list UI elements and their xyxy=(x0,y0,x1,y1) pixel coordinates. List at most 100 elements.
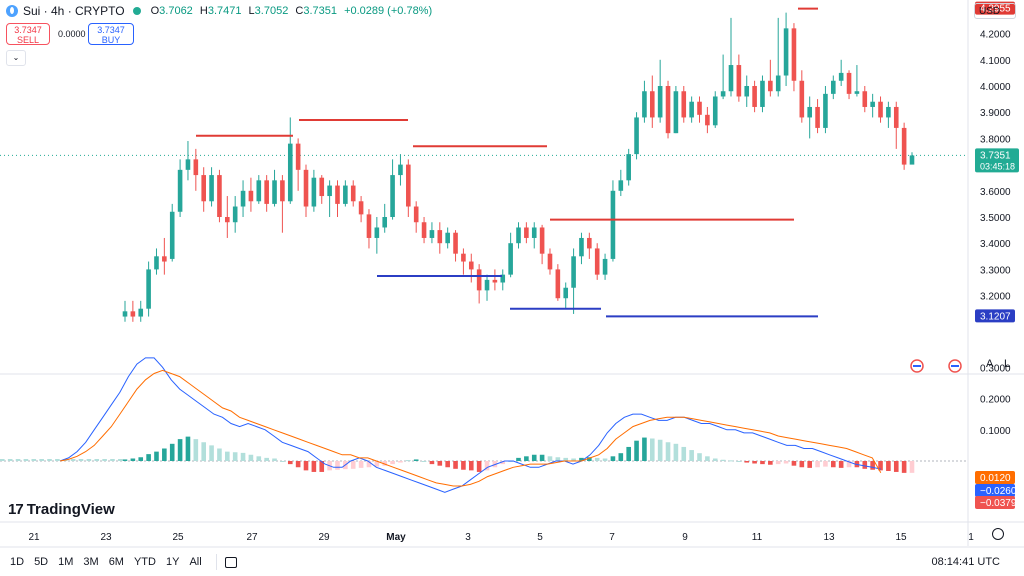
histogram-bar xyxy=(248,454,254,461)
candle-body xyxy=(437,230,443,244)
histogram-bar xyxy=(791,461,797,466)
candle-body xyxy=(642,91,647,118)
histogram-bar xyxy=(602,458,608,461)
histogram-bar xyxy=(256,456,262,461)
histogram-bar xyxy=(390,461,395,465)
time-tick-label: 29 xyxy=(318,532,330,543)
histogram-bar xyxy=(799,461,805,468)
histogram-bar xyxy=(23,459,29,461)
price-tick-label: 3.8000 xyxy=(980,134,1011,145)
candle-body xyxy=(508,243,513,275)
range-3m[interactable]: 3M xyxy=(83,556,99,568)
candle-body xyxy=(886,106,891,118)
candle-body xyxy=(799,80,805,118)
candle-body xyxy=(744,86,750,97)
chart-canvas[interactable]: 4.20004.10004.00003.90003.80003.70003.60… xyxy=(0,0,1024,548)
settings-gear-icon[interactable] xyxy=(992,528,1004,540)
candle-body xyxy=(618,180,624,191)
histogram-bar xyxy=(185,436,191,461)
histogram-bar xyxy=(413,459,419,461)
price-axis[interactable]: 4.20004.10004.00003.90003.80003.70003.60… xyxy=(910,1,1019,509)
log-scale-button[interactable]: L xyxy=(1004,358,1011,370)
bottom-toolbar: 1D 5D 1M 3M 6M YTD 1Y All xyxy=(0,548,1024,576)
candle-body xyxy=(162,256,167,262)
histogram-bar xyxy=(78,459,84,461)
candle-body xyxy=(594,248,600,275)
sell-button[interactable]: 3.7347 SELL xyxy=(6,23,50,45)
candle-body xyxy=(429,230,435,238)
range-ytd[interactable]: YTD xyxy=(133,556,156,568)
range-5d[interactable]: 5D xyxy=(34,556,49,568)
candle-body xyxy=(193,159,199,176)
histogram-bar xyxy=(783,461,789,464)
currency-selector[interactable]: USD xyxy=(974,3,1016,19)
candle-body xyxy=(681,91,687,118)
range-1d[interactable]: 1D xyxy=(10,556,25,568)
tradingview-logo[interactable]: 17 TradingView xyxy=(8,501,115,518)
histogram-bar xyxy=(15,459,21,461)
histogram-bar xyxy=(878,461,883,471)
candle-body xyxy=(240,190,246,207)
auto-scale-button[interactable]: A xyxy=(986,358,994,370)
candle-body xyxy=(579,237,584,257)
candle-body xyxy=(862,91,868,107)
divider xyxy=(215,554,217,570)
candle-body xyxy=(327,185,332,197)
histogram-bar xyxy=(579,457,584,461)
range-1m[interactable]: 1M xyxy=(58,556,74,568)
histogram-bar xyxy=(831,461,836,468)
collapse-legend-button[interactable]: ⌄ xyxy=(6,50,26,66)
candle-body xyxy=(736,65,742,97)
range-all[interactable]: All xyxy=(189,556,202,568)
macd-value-tag-bg xyxy=(975,484,1015,497)
range-6m[interactable]: 6M xyxy=(108,556,124,568)
candle-body xyxy=(909,155,915,165)
candle-body xyxy=(264,180,269,204)
candle-body xyxy=(823,93,828,128)
histogram-bar xyxy=(610,456,616,461)
symbol-title[interactable]: Sui · 4h · CRYPTO xyxy=(23,4,125,18)
histogram-bar xyxy=(217,448,222,461)
candle-body xyxy=(201,175,206,202)
candle-body xyxy=(555,269,561,299)
histogram-bar xyxy=(697,453,702,461)
histogram-bar xyxy=(736,461,742,462)
macd-tick-label: 0.1000 xyxy=(980,426,1011,437)
histogram-bar xyxy=(657,439,663,461)
candle-body xyxy=(421,222,427,238)
range-1y[interactable]: 1Y xyxy=(165,556,180,568)
histogram-bar xyxy=(901,461,907,473)
macd-tick-label: 0.2000 xyxy=(980,395,1011,406)
candle-body xyxy=(217,175,222,217)
histogram-bar xyxy=(445,461,450,468)
candle-body xyxy=(358,201,364,215)
histogram-bar xyxy=(232,452,238,461)
buy-button[interactable]: 3.7347 BUY xyxy=(88,23,134,45)
histogram-bar xyxy=(240,452,246,461)
utc-clock[interactable]: 08:14:41 UTC xyxy=(931,556,1000,568)
time-axis[interactable]: 21 23 25 27 29 May 3 5 7 9 11 13 15 1 xyxy=(28,532,974,543)
candle-body xyxy=(311,177,317,207)
histogram-bar xyxy=(421,461,427,462)
calendar-icon[interactable] xyxy=(224,556,237,568)
candle-body xyxy=(138,308,144,317)
histogram-bar xyxy=(209,445,214,461)
histogram-bar xyxy=(398,461,403,463)
candle-body xyxy=(484,279,490,291)
macd-lines xyxy=(59,357,882,493)
histogram-bar xyxy=(673,443,679,461)
candle-body xyxy=(169,211,175,259)
histogram-bar xyxy=(681,446,687,461)
price-candles[interactable] xyxy=(122,12,915,322)
histogram-bar xyxy=(823,461,828,467)
candle-body xyxy=(350,185,356,202)
histogram-bar xyxy=(146,454,151,461)
tradingview-logo-icon: 17 xyxy=(8,501,24,518)
histogram-bar xyxy=(47,459,52,461)
price-change: +0.0289 (+0.78%) xyxy=(344,5,433,17)
candle-body xyxy=(531,227,537,238)
current-price-tag-bg xyxy=(975,148,1019,173)
candle-body xyxy=(146,269,151,309)
support-resistance-lines[interactable] xyxy=(196,7,818,318)
histogram-bar xyxy=(280,461,285,462)
